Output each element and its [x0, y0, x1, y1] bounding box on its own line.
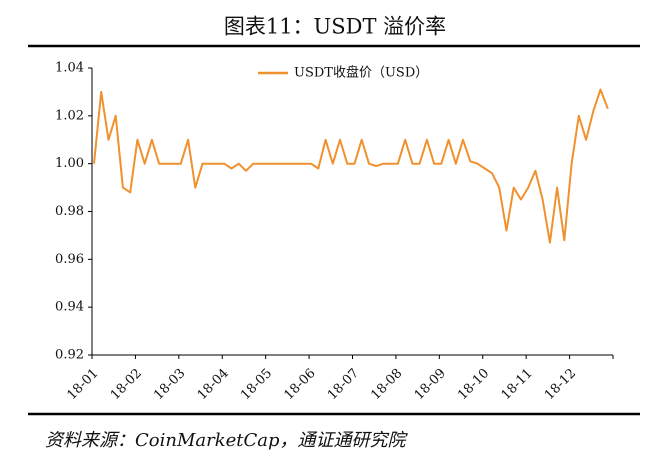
- x-tick-label: 18-06: [282, 366, 319, 403]
- x-tick-label: 18-10: [455, 366, 492, 403]
- x-tick-label: 18-08: [368, 366, 405, 403]
- y-tick-label: 1.04: [55, 61, 84, 76]
- x-tick-label: 18-11: [499, 366, 536, 403]
- y-tick-label: 0.98: [55, 204, 84, 219]
- x-tick-label: 18-01: [64, 366, 101, 403]
- y-tick-label: 0.94: [55, 300, 84, 315]
- x-tick-label: 18-03: [151, 366, 188, 403]
- y-tick-label: 1.02: [55, 108, 84, 123]
- y-tick-label: 0.96: [55, 252, 84, 267]
- chart-title: 图表11：USDT 溢价率: [224, 15, 446, 39]
- y-tick-label: 0.92: [55, 348, 84, 363]
- x-tick-label: 18-04: [195, 366, 232, 403]
- x-tick-label: 18-05: [238, 366, 275, 403]
- y-tick-label: 1.00: [55, 156, 84, 171]
- price-line: [93, 88, 609, 244]
- x-tick-label: 18-12: [542, 366, 579, 403]
- x-tick-label: 18-07: [325, 366, 362, 403]
- x-tick-label: 18-02: [108, 366, 145, 403]
- source-note: 资料来源：CoinMarketCap，通证通研究院: [45, 430, 409, 451]
- x-tick-label: 18-09: [412, 366, 449, 403]
- legend-label: USDT收盘价（USD）: [294, 65, 428, 81]
